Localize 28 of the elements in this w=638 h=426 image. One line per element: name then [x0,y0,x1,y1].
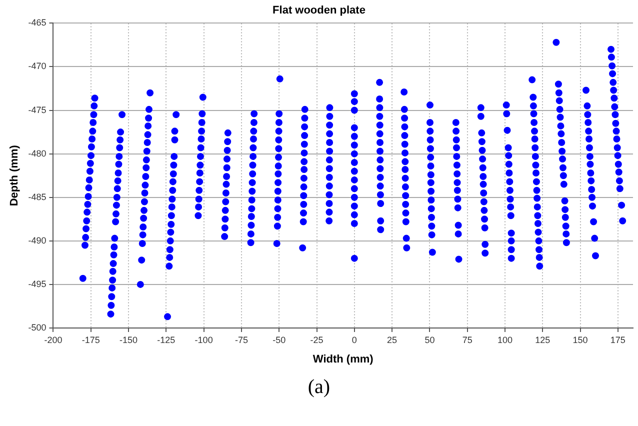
x-tick-label: 50 [424,334,435,345]
y-tick-label: -470 [28,61,46,72]
x-tick-label: -125 [157,334,176,345]
x-tick-label: -200 [44,334,62,345]
x-tick-label: 75 [462,334,472,345]
y-tick-label: -495 [28,278,46,289]
x-tick-label: -25 [310,334,324,345]
x-tick-label: 25 [387,334,398,345]
text: (a) [306,376,332,399]
y-tick-label: -465 [28,18,46,28]
y-tick-label: -480 [28,148,46,158]
x-tick-label: -100 [194,334,213,345]
x-tick-label: -175 [82,334,100,345]
chart-title: Flat wooden plate [272,4,366,17]
y-tick-label: -490 [28,235,46,246]
y-tick-label: -475 [28,104,46,115]
x-tick-label: -75 [234,334,248,345]
x-tick-label: -50 [272,334,286,345]
x-tick-label: 0 [352,334,357,345]
x-tick-label: 150 [572,334,588,345]
x-axis-title: Width (mm) [312,353,374,366]
x-tick-label: -150 [120,334,138,345]
x-tick-label: 175 [610,334,626,345]
y-tick-label: -485 [28,192,46,202]
x-tick-label: 100 [497,334,513,345]
y-tick-label: -500 [28,322,46,332]
y-axis-title: Depth (mm) [8,144,21,206]
x-tick-label: 125 [535,334,550,345]
